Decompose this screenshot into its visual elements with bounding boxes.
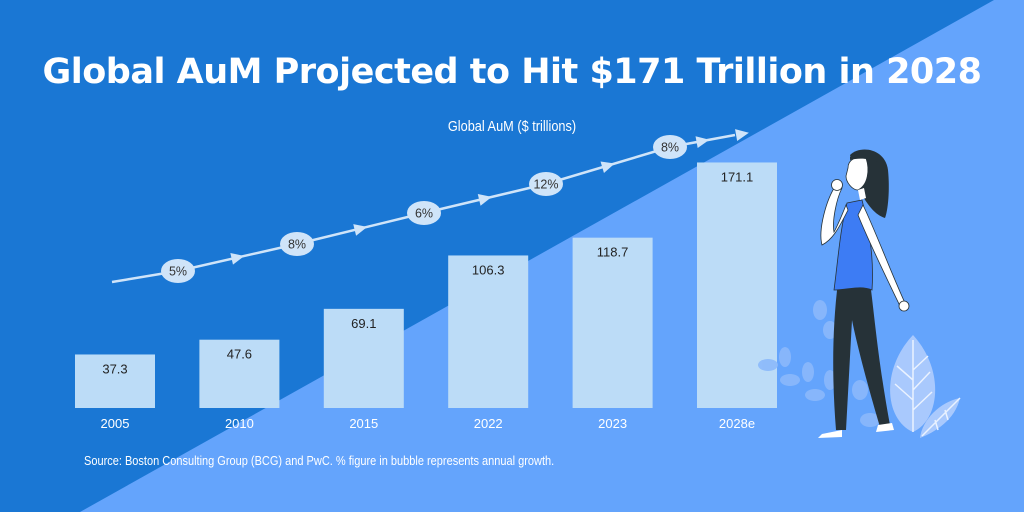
woman-illustration (758, 149, 961, 438)
growth-bubble (529, 172, 563, 196)
growth-bubble-label: 8% (288, 238, 306, 252)
arrowhead-icon (600, 161, 615, 173)
bar-2015 (323, 308, 404, 408)
source-note: Source: Boston Consulting Group (BCG) an… (84, 454, 555, 468)
growth-bubble-label: 6% (415, 207, 433, 221)
arrowhead-icon (695, 136, 710, 148)
bar-value-label: 118.7 (597, 245, 629, 260)
bar-value-label: 37.3 (102, 361, 127, 376)
growth-bubble (161, 259, 195, 283)
bar-value-label: 47.6 (227, 347, 252, 362)
growth-bubble-label: 8% (661, 141, 679, 155)
bar-value-label: 171.1 (721, 169, 754, 184)
chart-title: Global AuM ($ trillions) (447, 118, 577, 135)
growth-bubble-label: 5% (169, 265, 187, 279)
bar-2010 (199, 339, 280, 408)
growth-bubble (407, 201, 441, 225)
x-tick-label: 2015 (349, 416, 378, 431)
x-tick-label: 2028e (719, 416, 755, 431)
arrowhead-icon (477, 194, 492, 206)
arrowhead-icon (353, 224, 368, 236)
page-title: Global AuM Projected to Hit $171 Trillio… (42, 52, 983, 92)
x-tick-label: 2010 (225, 416, 254, 431)
bar-value-label: 106.3 (472, 262, 505, 277)
bar-2028e (697, 162, 777, 408)
bar-value-label: 69.1 (351, 316, 376, 331)
x-tick-label: 2022 (474, 416, 503, 431)
bar-2022 (448, 255, 529, 408)
growth-bubble (280, 232, 314, 256)
growth-bubble (653, 135, 687, 159)
x-tick-label: 2023 (598, 416, 627, 431)
arrowhead-icon (230, 252, 245, 265)
bar-2005 (75, 354, 155, 408)
arrowhead-icon (735, 129, 749, 141)
growth-bubble-label: 12% (533, 178, 558, 192)
x-tick-label: 2005 (101, 416, 130, 431)
bar-2023 (572, 237, 653, 408)
